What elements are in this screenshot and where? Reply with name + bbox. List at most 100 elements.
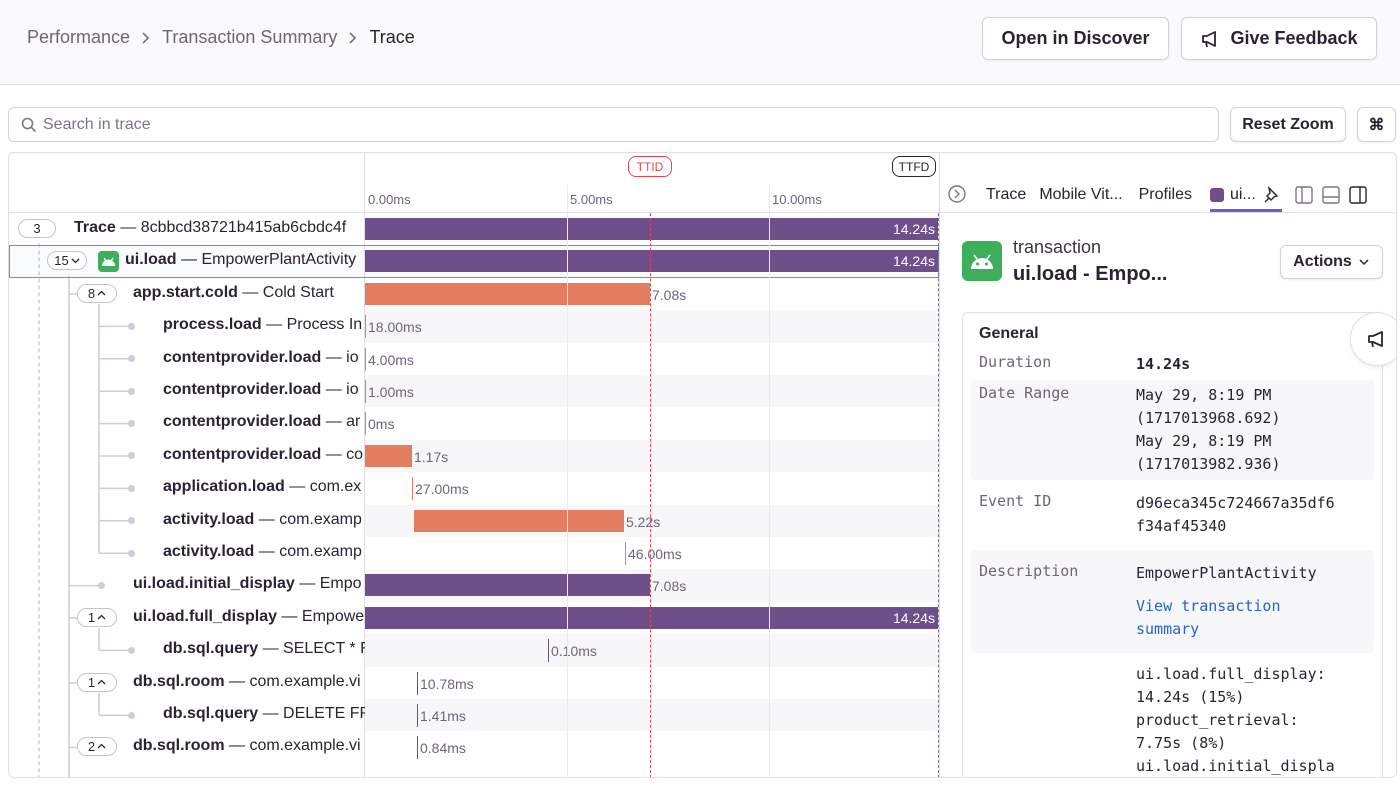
span-op: ui.load.full_display [133,607,278,625]
span-description: ar [346,413,361,431]
reset-zoom[interactable]: Reset Zoom [1230,107,1346,142]
trace-row[interactable]: db.sql.query — SELECT * F 0.10ms [9,634,939,667]
span-op: db.sql.query [163,705,259,722]
span-op: db.sql.query [163,640,259,658]
span-label: process.load — Process In [163,316,365,334]
give-feedback[interactable]: Give Feedback [1181,17,1377,60]
tab-label: ui... [1229,186,1256,203]
tree-connectors [38,243,132,777]
search-input[interactable]: Search in trace [8,107,1219,142]
count: 1 [87,674,96,690]
span-label: activity.load — com.examp [163,543,365,561]
separator: — [321,348,347,366]
section-title: General [979,325,1039,342]
layout-icons[interactable] [1294,185,1384,205]
breadcrumb[interactable]: Performance [27,27,131,47]
trace-row[interactable]: contentprovider.load — co 1.17s [9,439,939,473]
trace-row[interactable]: contentprovider.load — io 4.00ms [9,343,939,375]
child-count[interactable]: 1 [77,607,117,627]
child-count[interactable]: 1 [77,672,117,692]
trace-row[interactable]: 2 db.sql.room — com.example.vi 0.84ms [9,731,939,763]
leaf-dot [128,646,135,654]
placeholder: Search in trace [43,115,151,133]
field-label: Description [979,562,1079,580]
leaf-dot [128,387,135,395]
trace-row[interactable]: 1 ui.load.full_display — Empowe 14.24s [9,602,939,634]
trace-row[interactable]: contentprovider.load — ar 0ms [9,407,939,439]
time-tick-label: 0.00ms [368,192,411,207]
duration-label: 14.24s [892,609,935,626]
span-op: activity.load [163,510,255,528]
duration-label: 0.10ms [551,643,597,660]
duration-label: 7.08s [652,286,687,303]
child-count[interactable]: 2 [77,737,117,757]
span-label: ui.load.full_display — Empowe [133,608,365,626]
tab-active[interactable]: ui... [1209,178,1282,212]
separator: — [321,413,347,431]
separator: — [254,543,280,560]
count: 15 [54,253,69,269]
duration-label: 14.24s [892,221,935,237]
value-line: EmpowerPlantActivity [1136,564,1317,582]
link[interactable]: View transaction summary [1136,597,1281,638]
span-bar [548,639,549,663]
span-description: Empo [319,575,362,593]
child-count[interactable]: 3 [18,219,56,238]
leaf-dot [128,711,135,719]
trace-row[interactable]: activity.load — com.examp 46.00ms [9,537,939,569]
span-bar [365,250,938,273]
open-in-discover[interactable]: Open in Discover [982,17,1169,60]
time-grid-line [769,185,770,777]
span-label: db.sql.query — DELETE FR [163,705,365,723]
row-stripe [365,634,939,667]
chevron [97,679,106,685]
span-op: db.sql.room [133,672,225,690]
tab[interactable]: Trace [986,186,1027,203]
tab[interactable]: Mobile Vit... [1039,186,1123,203]
timeline-header: 0.00ms 5.00ms 10.00ms TTID TTFD [9,153,939,777]
span-label: db.sql.room — com.example.vi [133,737,365,755]
feedback-fab[interactable] [1350,312,1396,366]
span-label: db.sql.room — com.example.vi [133,673,365,691]
trace-row[interactable]: application.load — com.ex 27.00ms [9,472,939,504]
span-description: Cold Start [262,283,334,301]
trace-row[interactable]: contentprovider.load — io 1.00ms [9,375,939,408]
fields: Duration 14.24s Date Range May 29, 8:19 PM (… [971,349,1374,777]
trace-row[interactable]: 1 db.sql.room — com.example.vi 10.78ms [9,667,939,699]
span-bar [365,606,938,629]
trace-row[interactable]: 8 app.start.cold — Cold Start 7.08s [9,278,939,310]
separator: — [261,316,287,334]
trace-row[interactable]: db.sql.query — DELETE FR 1.41ms [9,699,939,732]
actions-button[interactable]: Actions [1280,245,1383,279]
span-description: io [346,381,359,398]
duration-label: 1.41ms [420,708,466,724]
span-bar [365,444,412,467]
trace-row[interactable]: 15 ui.load — EmpowerPlantActivity 14.24s [9,245,939,278]
collapse-icon[interactable] [940,178,976,212]
breadcrumb: Trace [369,27,415,47]
span-description: Process In [286,316,363,334]
trace-row[interactable]: activity.load — com.examp 5.22s [9,504,939,537]
row-stripe [365,699,939,732]
divider [939,153,940,777]
trace-panel: 3 Trace — 8cbbcd38721b415ab6cbdc4f 14.24s 1… [8,152,1397,778]
chevron [97,290,106,296]
trace-row[interactable]: process.load — Process In 18.00ms [9,310,939,343]
leaf-dot [128,549,135,557]
child-count[interactable]: 8 [77,283,117,303]
shortcut-button[interactable]: ⌘ [1357,107,1396,142]
separator: — [254,510,280,528]
breadcrumb[interactable]: Transaction Summary [162,27,338,47]
trace-row[interactable]: ui.load.initial_display — Empo 7.08s [9,569,939,602]
span-op: application.load [163,478,285,496]
trace-row[interactable]: 3 Trace — 8cbbcd38721b415ab6cbdc4f 14.24s [9,213,939,245]
span-label: ui.load.initial_display — Empo [133,575,365,593]
span-description: com.examp [279,543,362,560]
pin-icon[interactable] [1262,185,1282,205]
breadcrumbs: Performance Transaction Summary Trace [27,27,415,48]
child-count[interactable]: 15 [47,251,87,271]
span-op: contentprovider.load [163,413,322,431]
tab[interactable]: Profiles [1138,186,1192,203]
span-description: Empowe [301,607,365,625]
